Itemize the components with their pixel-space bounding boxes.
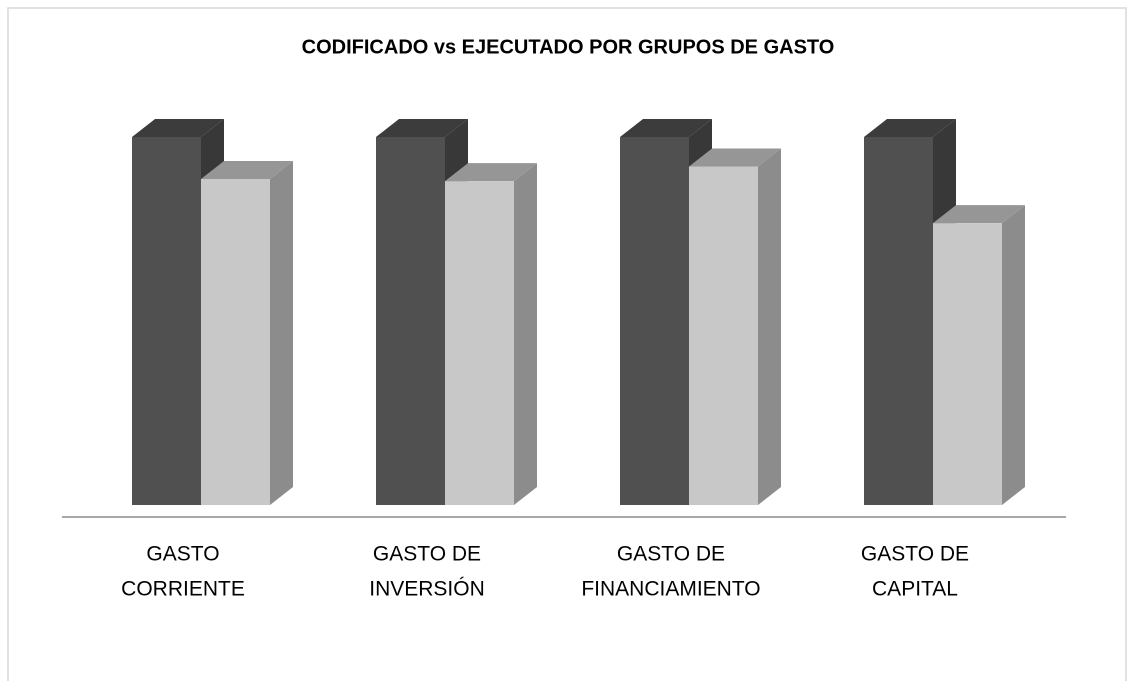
bar-front [689, 166, 758, 505]
bar-side [1002, 205, 1025, 505]
x-tick-label: GASTO DE [861, 543, 969, 566]
bar-front [620, 137, 689, 505]
bar-top [376, 119, 468, 137]
bar-top [132, 119, 224, 137]
x-tick-label: GASTO DE [617, 543, 725, 566]
bar-front [864, 137, 933, 505]
bar [445, 163, 537, 505]
bar-top [620, 119, 712, 137]
bar [689, 148, 781, 505]
x-tick-label: CAPITAL [872, 578, 958, 601]
bar-side [758, 148, 781, 505]
chart-border [7, 7, 1127, 681]
chart-title: CODIFICADO vs EJECUTADO POR GRUPOS DE GA… [302, 36, 835, 58]
x-tick-label: GASTO [146, 543, 219, 566]
bar-top [689, 148, 781, 167]
x-tick-label: INVERSIÓN [369, 578, 485, 601]
bar-side [514, 163, 537, 505]
x-tick-label: FINANCIAMIENTO [581, 578, 760, 601]
bar-front [933, 223, 1002, 505]
bar [201, 160, 293, 505]
bar-front [201, 178, 270, 505]
bar-top [445, 163, 537, 182]
bar-side [270, 160, 293, 505]
bar-front [376, 137, 445, 505]
bar-top [201, 160, 293, 179]
x-tick-label: CORRIENTE [121, 578, 245, 601]
bar-front [445, 181, 514, 505]
bar-top [864, 119, 956, 137]
bar [933, 205, 1025, 505]
bar-front [132, 137, 201, 505]
x-tick-label: GASTO DE [373, 543, 481, 566]
bar-top [933, 205, 1025, 224]
